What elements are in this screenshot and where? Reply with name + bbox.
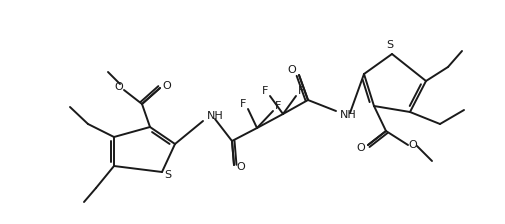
Text: F: F [239,99,246,109]
Text: O: O [356,143,365,153]
Text: F: F [274,101,281,111]
Text: O: O [408,140,417,150]
Text: O: O [115,82,123,92]
Text: O: O [287,65,296,75]
Text: F: F [261,86,268,96]
Text: O: O [162,81,171,91]
Text: F: F [297,86,304,96]
Text: NH: NH [339,110,356,120]
Text: O: O [236,162,245,172]
Text: NH: NH [207,111,223,121]
Text: S: S [386,40,393,50]
Text: S: S [164,170,171,180]
